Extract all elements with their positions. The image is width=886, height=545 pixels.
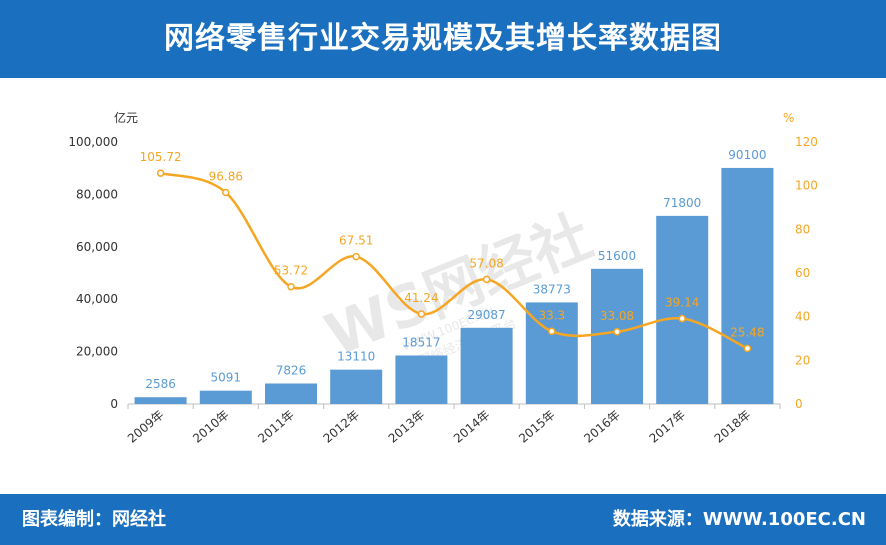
line-value-label: 57.08 <box>469 256 503 270</box>
bar <box>395 355 448 404</box>
growth-rate-line <box>160 171 748 350</box>
page-title: 网络零售行业交易规模及其增长率数据图 <box>164 21 722 56</box>
bar-value-label: 2586 <box>145 377 176 391</box>
bar-value-label: 13110 <box>337 350 375 364</box>
bar-value-label: 51600 <box>598 249 636 263</box>
x-tick-label: 2011年 <box>255 408 297 446</box>
bar <box>656 215 709 404</box>
line-value-label: 25.48 <box>730 325 764 339</box>
x-tick-label: 2013年 <box>386 408 428 446</box>
line-value-label: 39.14 <box>665 296 699 310</box>
y-right-tick-label: 100 <box>795 179 818 193</box>
x-tick-label: 2010年 <box>190 408 232 446</box>
y-right-tick-label: 0 <box>795 397 803 411</box>
footer-banner: 图表编制：网经社 数据来源：WWW.100EC.CN <box>0 494 886 545</box>
y-right-tick-label: 120 <box>795 135 818 149</box>
bar-value-label: 5091 <box>211 371 242 385</box>
x-tick-label: 2012年 <box>321 408 363 446</box>
y-left-unit-label: 亿元 <box>114 110 138 125</box>
bar <box>265 383 317 404</box>
line-series: 105.72 96.86 53.72 67.51 41.24 57.08 33.3 33.08… <box>140 150 765 353</box>
line-point <box>417 310 426 318</box>
line-point <box>548 327 556 336</box>
x-tick-label: 2015年 <box>516 408 558 446</box>
line-value-label: 96.86 <box>209 170 243 184</box>
y-left-tick-label: 100,000 <box>68 135 118 149</box>
bar-value-label: 38773 <box>533 282 571 296</box>
y-left-tick-label: 80,000 <box>76 187 118 201</box>
y-left-tick-label: 40,000 <box>76 292 118 306</box>
bar <box>199 390 252 404</box>
bar <box>721 167 774 404</box>
line-point <box>743 344 752 353</box>
combo-chart: WS网经社 WWW.100EC.CN 网络经济服务平台 2009年2010年20… <box>68 110 818 446</box>
bar <box>460 327 513 404</box>
line-value-label: 105.72 <box>140 150 182 164</box>
x-tick-label: 2014年 <box>451 408 493 446</box>
line-point <box>352 252 360 261</box>
line-point <box>287 282 295 291</box>
line-value-label: 41.24 <box>404 291 438 305</box>
line-point <box>613 328 621 336</box>
y-right-tick-label: 80 <box>795 222 810 236</box>
y-right-unit-label: % <box>783 111 794 125</box>
y-left-tick-label: 20,000 <box>76 345 118 359</box>
chart-area: WS网经社 WWW.100EC.CN 网络经济服务平台 2009年2010年20… <box>0 78 886 494</box>
y-right-tick-label: 40 <box>795 310 810 324</box>
y-left-tick-label: 60,000 <box>76 240 118 254</box>
line-point <box>678 314 686 323</box>
line-value-label: 67.51 <box>339 234 373 248</box>
x-tick-label: 2018年 <box>712 408 754 446</box>
bar-value-label: 71800 <box>663 196 701 210</box>
line-value-label: 33.3 <box>538 308 565 322</box>
line-point <box>222 188 230 197</box>
bar-value-label: 90100 <box>728 148 766 162</box>
footer-source: 数据来源：WWW.100EC.CN <box>612 509 866 530</box>
bar <box>134 397 187 404</box>
line-point <box>482 275 491 284</box>
bar <box>330 369 383 404</box>
header-banner: 网络零售行业交易规模及其增长率数据图 <box>0 0 886 78</box>
bar <box>591 268 643 404</box>
line-value-label: 33.08 <box>600 309 634 323</box>
y-right-tick-label: 60 <box>795 266 810 280</box>
bar-value-label: 18517 <box>402 335 440 349</box>
line-value-label: 53.72 <box>274 264 308 278</box>
x-tick-label: 2009年 <box>125 408 167 446</box>
line-point <box>156 169 165 177</box>
bar-value-label: 29087 <box>468 308 506 322</box>
footer-credit: 图表编制：网经社 <box>22 509 166 530</box>
y-right-tick-label: 20 <box>795 353 810 367</box>
y-left-tick-label: 0 <box>110 397 118 411</box>
x-tick-label: 2017年 <box>647 408 689 446</box>
bar-value-label: 7826 <box>276 363 307 377</box>
x-tick-label: 2016年 <box>581 408 623 446</box>
